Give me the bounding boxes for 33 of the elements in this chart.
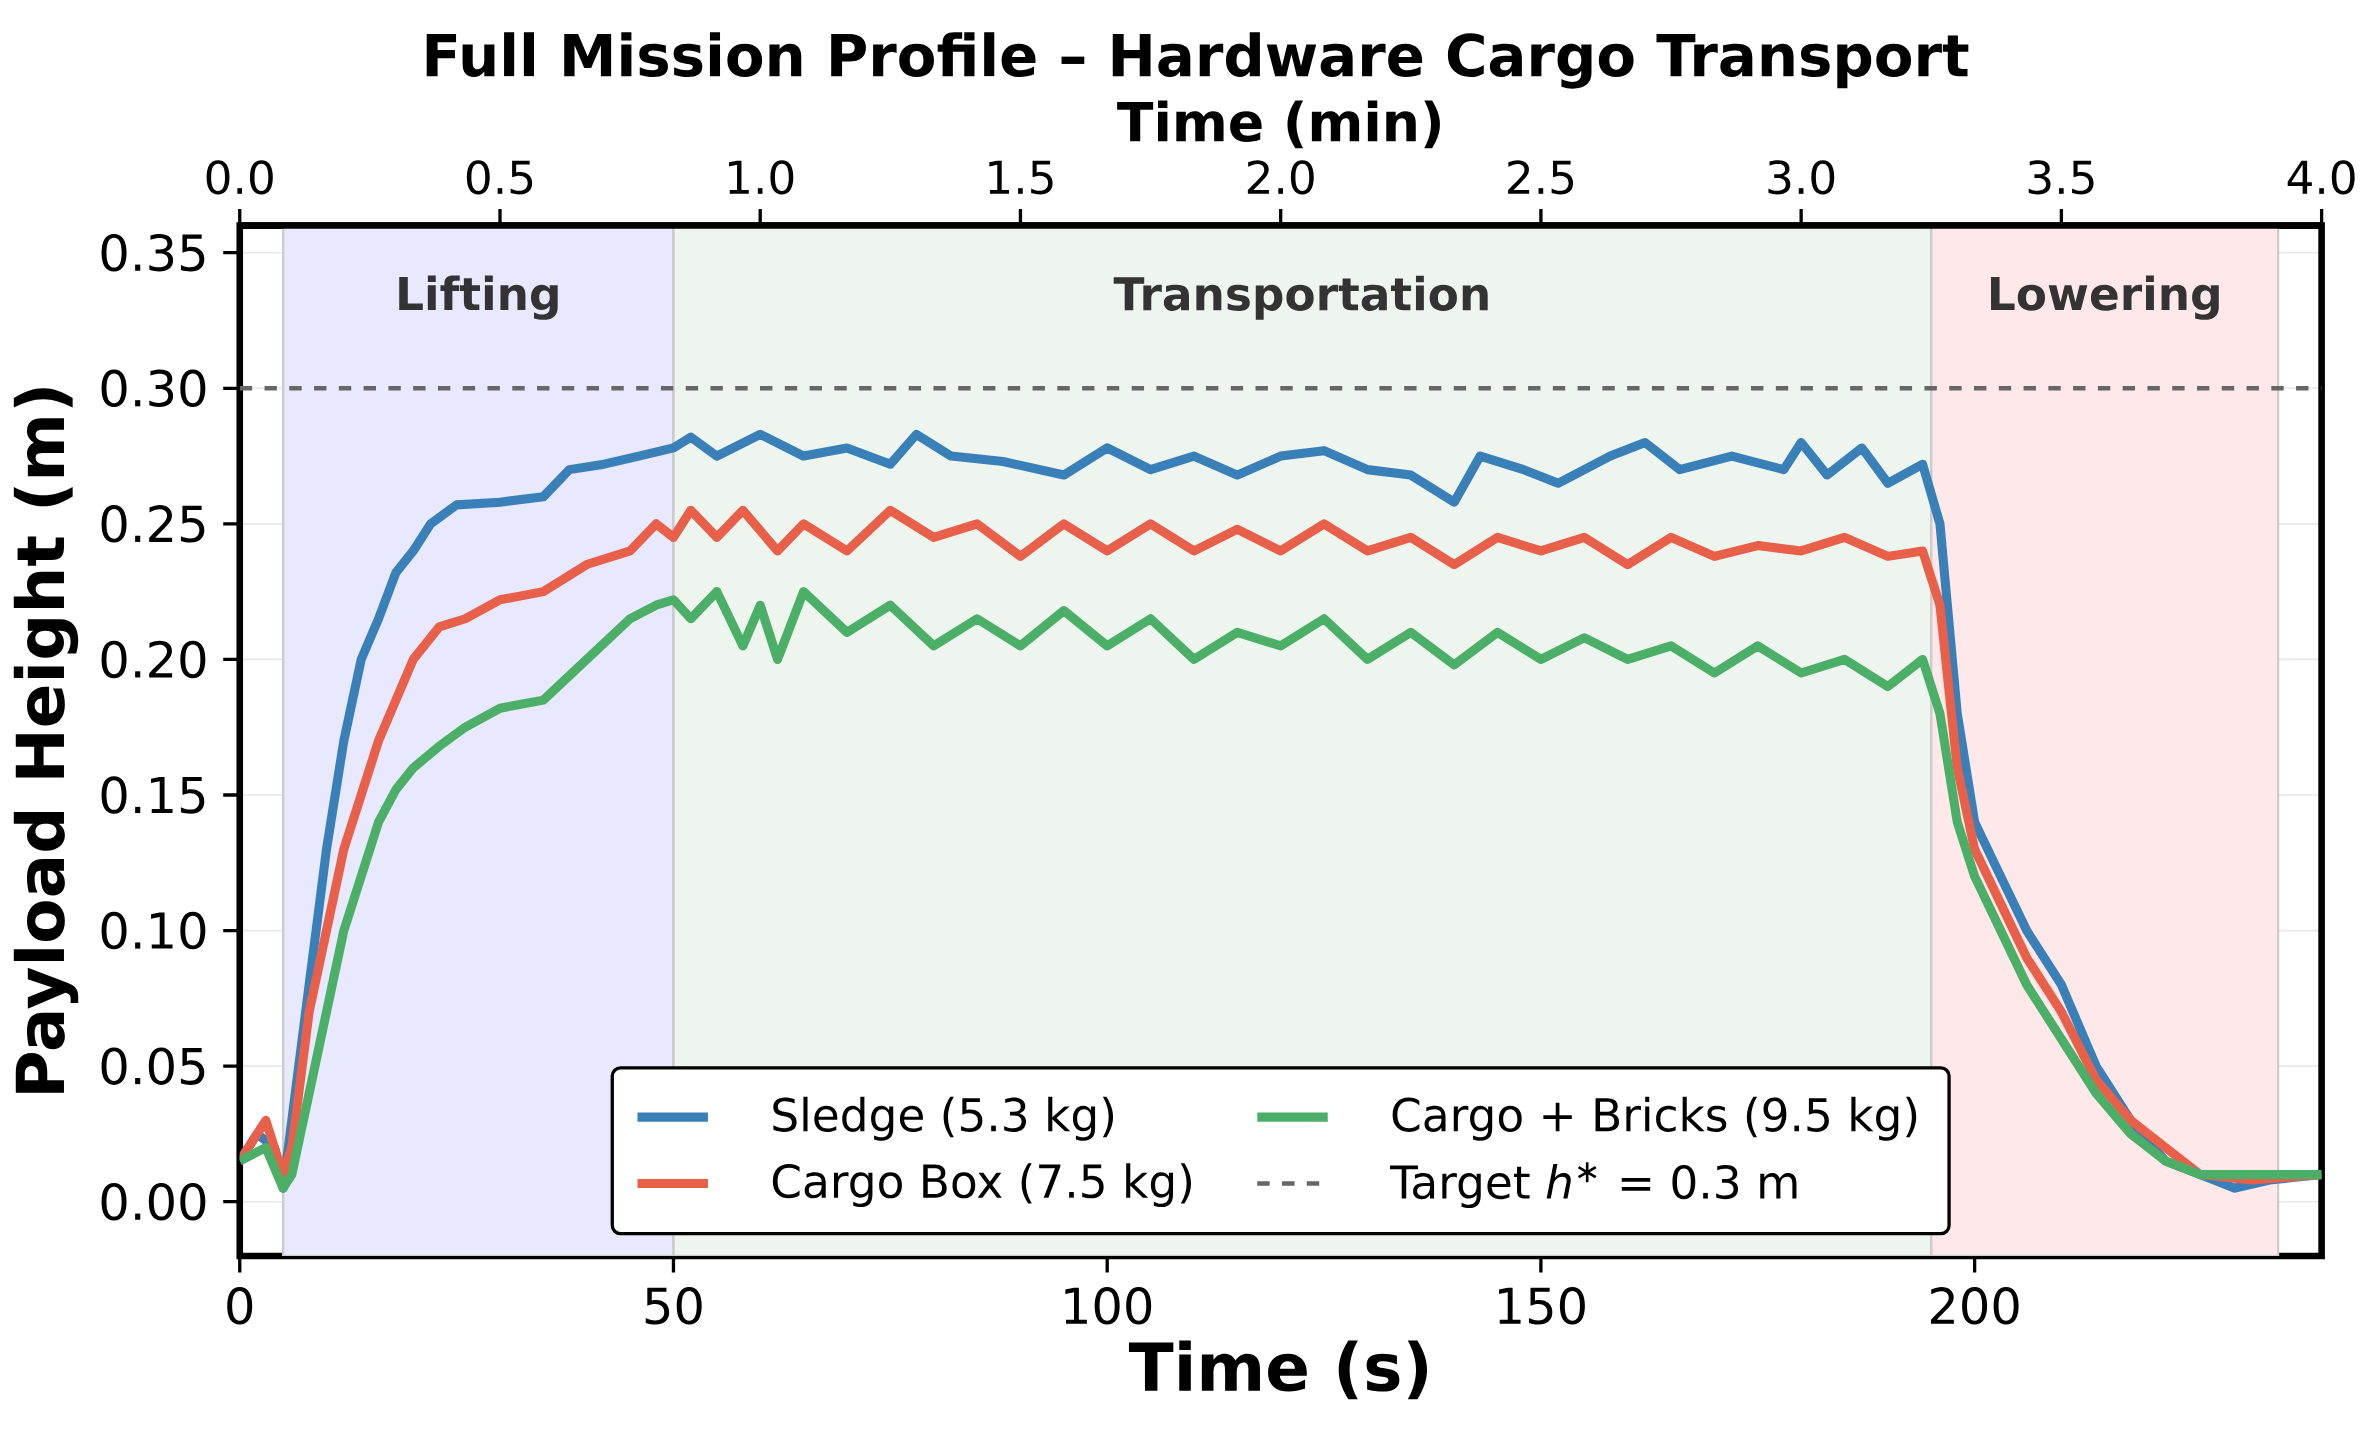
legend-label: Target h$^{∗}$ = 0.3 m <box>1389 1162 1797 1209</box>
y-tick-label: 0.20 <box>101 640 206 679</box>
x-axis-title: Time (s) <box>1128 1340 1428 1400</box>
x-tick-label: 150 <box>1499 1287 1585 1325</box>
x-tick-label: 100 <box>1065 1287 1152 1325</box>
x2-tick-label: 3.5 <box>2028 160 2094 195</box>
x2-tick-label: 2.0 <box>1247 160 1314 195</box>
x2-tick-label: 1.5 <box>989 160 1053 195</box>
x2-tick-label: 0.0 <box>206 160 273 195</box>
x2-axis-title: Time (min) <box>1117 100 1440 149</box>
band-label: Lowering <box>1991 275 2219 320</box>
y-tick-label: 0.30 <box>101 369 206 408</box>
x-tick-label: 0 <box>227 1287 253 1325</box>
y-tick-label: 0.05 <box>101 1047 205 1085</box>
x2-tick-label: 1.0 <box>729 160 794 195</box>
y-tick-label: 0.00 <box>101 1183 206 1221</box>
legend-label: Sledge (5.3 kg) <box>773 1096 1114 1141</box>
y-axis-title: Payload Height (m) <box>13 388 79 1093</box>
y-tick-label: 0.10 <box>101 911 206 950</box>
band-label: Transportation <box>1113 275 1488 320</box>
legend-label: Cargo + Bricks (9.5 kg) <box>1392 1096 1917 1141</box>
x-tick-label: 200 <box>1930 1287 2019 1325</box>
x-tick-label: 50 <box>645 1287 702 1325</box>
y-tick-label: 0.15 <box>101 776 205 814</box>
x2-tick-label: 3.0 <box>1768 160 1835 195</box>
x2-tick-label: 0.5 <box>466 160 533 195</box>
y-tick-label: 0.35 <box>101 234 205 272</box>
y-tick-label: 0.25 <box>101 505 205 543</box>
x2-tick-label: 2.5 <box>1508 160 1574 195</box>
band-label: Lifting <box>399 275 558 320</box>
chart-title: Full Mission Profile – Hardware Cargo Transport <box>426 32 1969 89</box>
x2-tick-label: 4.0 <box>2287 160 2355 195</box>
legend-label: Cargo Box (7.5 kg) <box>772 1163 1191 1208</box>
